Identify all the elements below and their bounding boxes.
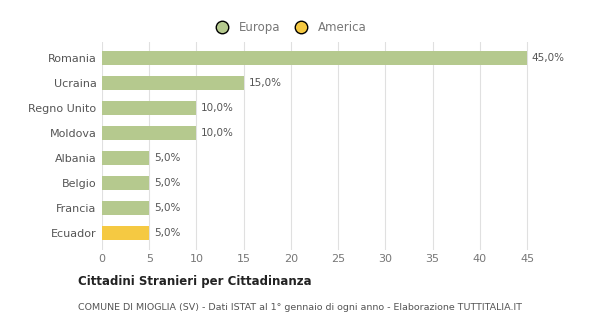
Bar bbox=[102, 201, 149, 215]
Text: 5,0%: 5,0% bbox=[154, 153, 181, 163]
Text: 10,0%: 10,0% bbox=[201, 103, 234, 113]
Text: 5,0%: 5,0% bbox=[154, 228, 181, 238]
Text: 10,0%: 10,0% bbox=[201, 128, 234, 138]
Bar bbox=[102, 226, 149, 240]
Bar bbox=[102, 151, 149, 165]
Bar bbox=[102, 51, 527, 65]
Text: 5,0%: 5,0% bbox=[154, 203, 181, 213]
Legend: Europa, America: Europa, America bbox=[206, 16, 371, 39]
Bar bbox=[102, 101, 196, 115]
Bar bbox=[102, 76, 244, 90]
Text: 45,0%: 45,0% bbox=[532, 53, 565, 63]
Text: 15,0%: 15,0% bbox=[248, 78, 281, 88]
Bar bbox=[102, 176, 149, 190]
Text: COMUNE DI MIOGLIA (SV) - Dati ISTAT al 1° gennaio di ogni anno - Elaborazione TU: COMUNE DI MIOGLIA (SV) - Dati ISTAT al 1… bbox=[78, 303, 522, 312]
Text: Cittadini Stranieri per Cittadinanza: Cittadini Stranieri per Cittadinanza bbox=[78, 275, 311, 288]
Bar bbox=[102, 126, 196, 140]
Text: 5,0%: 5,0% bbox=[154, 178, 181, 188]
